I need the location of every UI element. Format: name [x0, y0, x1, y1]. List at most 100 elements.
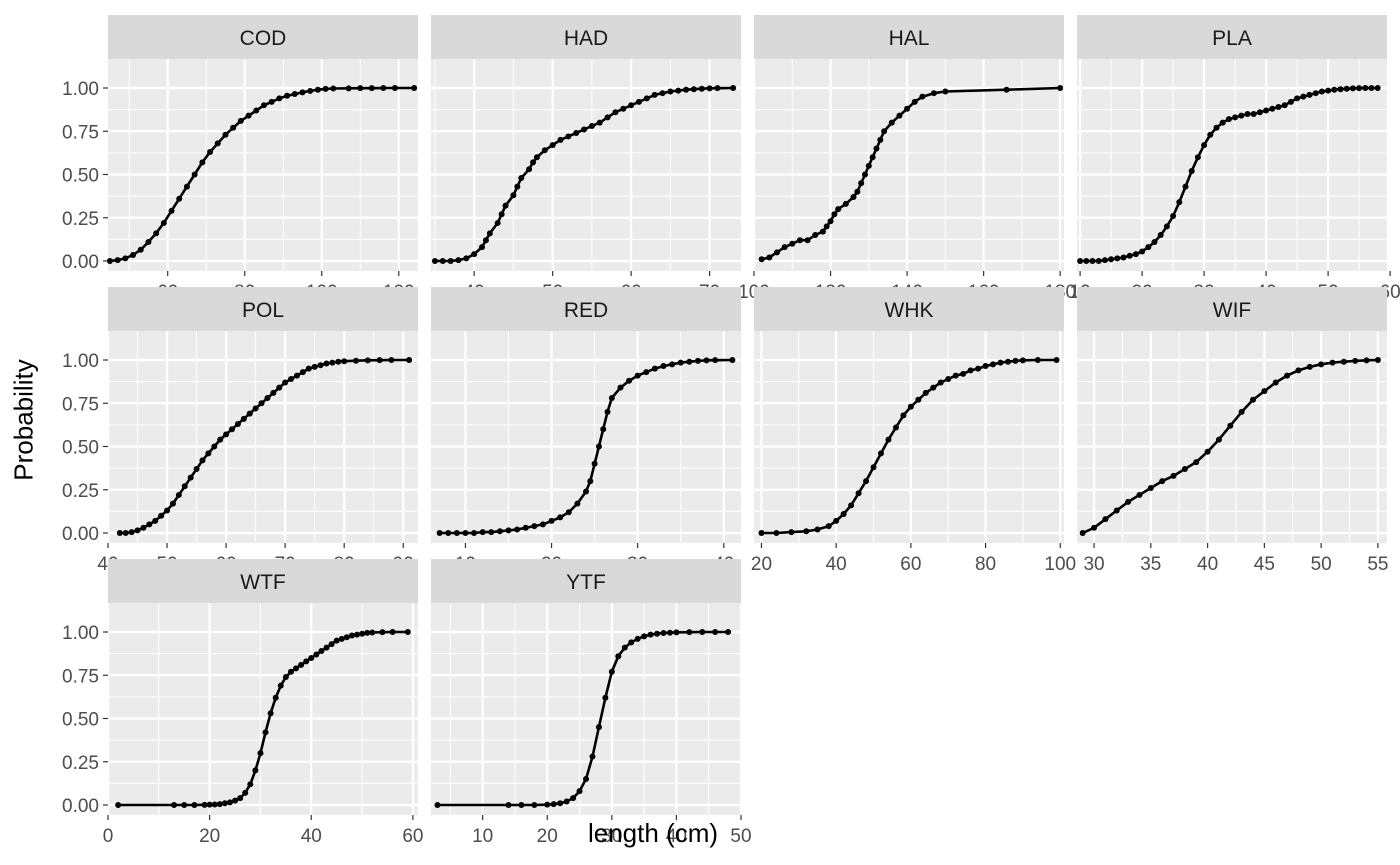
data-point: [1374, 85, 1381, 91]
data-point: [1102, 516, 1109, 523]
facet-strip: [1077, 15, 1387, 59]
data-point: [217, 436, 224, 443]
facet-label: COD: [240, 27, 287, 50]
data-point: [242, 789, 249, 796]
data-point: [1219, 119, 1226, 126]
data-point: [222, 131, 229, 138]
data-point: [348, 632, 355, 639]
data-point: [436, 530, 443, 536]
data-point: [1089, 258, 1096, 264]
data-point: [1295, 367, 1302, 374]
data-point: [541, 147, 548, 154]
x-tick-label: 80: [975, 554, 996, 575]
data-point: [439, 258, 446, 264]
data-point: [850, 193, 857, 200]
data-point: [130, 251, 137, 258]
facet-label: WTF: [240, 571, 285, 594]
data-point: [858, 180, 865, 187]
data-point: [1136, 491, 1143, 498]
data-point: [758, 530, 765, 536]
data-point: [345, 85, 352, 92]
data-point: [391, 85, 398, 91]
data-point: [1263, 107, 1270, 114]
data-point: [1139, 248, 1146, 255]
data-point: [651, 91, 658, 98]
data-point: [911, 98, 918, 105]
data-point: [1312, 90, 1319, 97]
data-point: [482, 237, 489, 244]
data-point: [388, 357, 395, 363]
plot-area: [431, 331, 741, 543]
data-point: [641, 633, 648, 640]
data-point: [335, 358, 342, 365]
x-axis-title: length (cm): [587, 818, 719, 848]
data-point: [1170, 472, 1177, 479]
panel-red: RED10203040: [431, 287, 741, 575]
data-point: [106, 258, 113, 264]
data-point: [205, 450, 212, 457]
data-point: [272, 694, 279, 701]
data-point: [1318, 361, 1325, 368]
data-point: [673, 629, 680, 636]
data-point: [945, 376, 952, 383]
data-point: [1325, 87, 1332, 94]
data-point: [1207, 131, 1214, 138]
data-point: [660, 363, 667, 370]
facet-strip: [108, 559, 418, 603]
data-point: [855, 490, 862, 497]
panel-had: HAD40506070: [431, 15, 741, 303]
data-point: [308, 654, 315, 661]
data-point: [187, 474, 194, 481]
x-tick-label: 30: [1083, 554, 1104, 575]
data-point: [380, 85, 387, 91]
data-point: [833, 517, 840, 524]
plot-area: [754, 331, 1064, 543]
data-point: [323, 644, 330, 651]
data-point: [486, 230, 493, 237]
data-point: [583, 776, 589, 783]
data-point: [930, 384, 937, 391]
data-point: [1244, 110, 1251, 117]
data-point: [982, 363, 989, 370]
data-point: [628, 102, 635, 109]
data-point: [171, 802, 178, 808]
data-point: [246, 410, 253, 417]
data-point: [690, 86, 697, 93]
data-point: [237, 117, 244, 124]
plot-area: [1077, 331, 1387, 543]
data-point: [369, 629, 376, 636]
facet-label: HAL: [889, 27, 930, 50]
data-point: [183, 183, 190, 190]
data-point: [434, 802, 441, 808]
y-tick-label: 0.00: [62, 252, 99, 273]
data-point: [930, 90, 937, 97]
data-point: [591, 460, 598, 467]
data-point: [359, 630, 366, 637]
data-point: [245, 112, 252, 119]
data-point: [343, 634, 350, 641]
data-point: [216, 801, 223, 808]
plot-area: [431, 59, 741, 271]
data-point: [526, 166, 533, 173]
data-point: [588, 123, 595, 130]
data-point: [276, 95, 283, 102]
data-point: [896, 112, 903, 119]
y-tick-label: 0.25: [62, 209, 99, 230]
data-point: [211, 443, 218, 450]
data-point: [1238, 112, 1245, 119]
data-point: [1250, 110, 1257, 117]
data-point: [990, 361, 997, 368]
data-point: [145, 238, 152, 245]
data-point: [518, 802, 525, 808]
data-point: [181, 802, 188, 808]
data-point: [514, 183, 521, 190]
data-point: [840, 510, 847, 517]
panel-whk: WHK 20 40 60 80 100: [751, 287, 1076, 575]
data-point: [313, 651, 320, 658]
data-point: [881, 128, 888, 135]
data-point: [766, 254, 773, 261]
data-point: [904, 105, 911, 112]
data-point: [1204, 448, 1211, 455]
data-point: [714, 85, 721, 92]
y-tick-label: 0.75: [62, 666, 99, 687]
